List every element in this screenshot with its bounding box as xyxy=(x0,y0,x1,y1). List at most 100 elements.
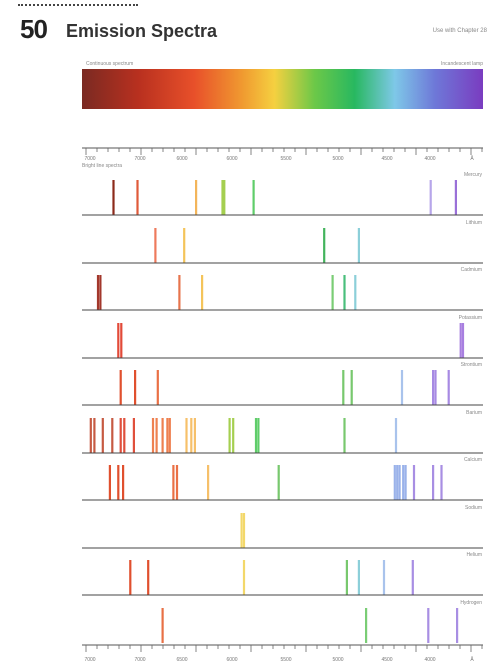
emission-line xyxy=(185,418,188,453)
emission-line xyxy=(122,465,125,500)
emission-line xyxy=(155,418,158,453)
page-title: Emission Spectra xyxy=(66,21,218,41)
emission-line xyxy=(166,418,169,453)
emission-line xyxy=(172,465,175,500)
bottom-scale-tick-label: 4500 xyxy=(381,657,392,663)
emission-line xyxy=(242,560,246,595)
bottom-scale-tick-label: Å xyxy=(470,656,474,663)
emission-line xyxy=(342,370,345,405)
emission-line xyxy=(136,180,139,215)
bottom-scale-tick-label: 5500 xyxy=(280,657,291,663)
emission-line xyxy=(119,418,122,453)
emission-line xyxy=(183,228,186,263)
emission-line xyxy=(331,275,334,310)
emission-line xyxy=(190,418,193,453)
top-scale-tick-label: 7000 xyxy=(84,156,95,162)
continuous-spectrum-band xyxy=(82,69,483,109)
emission-line xyxy=(393,465,396,500)
emission-line xyxy=(400,370,404,405)
emission-line xyxy=(365,608,368,643)
emission-line xyxy=(168,418,171,453)
chapter-note: Use with Chapter 28 xyxy=(432,28,487,34)
emission-line xyxy=(201,275,204,310)
element-name-label: Potassium xyxy=(459,315,482,321)
emission-line xyxy=(207,465,210,500)
spectrum-row-potassium: Potassium xyxy=(82,315,483,359)
continuous-source-label: Incandescent lamp xyxy=(441,61,483,67)
emission-line xyxy=(412,465,416,500)
spectrum-row-barium: Barium xyxy=(82,410,483,454)
emission-line xyxy=(277,465,280,500)
emission-line xyxy=(119,370,122,405)
header-dotted-rule xyxy=(18,4,138,6)
spectrum-row-helium: Helium xyxy=(82,552,483,596)
element-name-label: Cadmium xyxy=(461,267,482,273)
emission-line xyxy=(252,180,255,215)
emission-line xyxy=(178,275,181,310)
emission-line xyxy=(357,560,360,595)
spectrum-row-sodium: Sodium xyxy=(82,505,483,549)
spectrum-row-cadmium: Cadmium xyxy=(82,267,483,311)
spectrum-row-mercury: Mercury xyxy=(82,172,483,216)
bright-line-label: Bright line spectra xyxy=(82,163,123,169)
emission-line xyxy=(117,465,120,500)
emission-line xyxy=(101,418,104,453)
emission-line xyxy=(99,275,102,310)
emission-line xyxy=(440,465,443,500)
bottom-scale-tick-label: 5000 xyxy=(332,657,343,663)
emission-line xyxy=(195,180,198,215)
emission-line xyxy=(123,418,126,453)
element-name-label: Barium xyxy=(466,410,482,416)
element-name-label: Lithium xyxy=(466,220,482,226)
emission-line xyxy=(221,180,224,215)
emission-line xyxy=(232,418,235,453)
emission-line xyxy=(343,418,346,453)
emission-line xyxy=(345,560,348,595)
emission-line xyxy=(151,418,155,453)
emission-line xyxy=(242,513,246,548)
emission-line xyxy=(382,560,386,595)
spectrum-row-strontium: Strontium xyxy=(82,362,483,406)
emission-line xyxy=(394,418,398,453)
emission-line xyxy=(156,370,159,405)
emission-line xyxy=(112,180,115,215)
emission-line xyxy=(434,370,437,405)
continuous-spectrum-label: Continuous spectrum xyxy=(86,61,134,67)
emission-line xyxy=(96,275,100,310)
element-name-label: Calcium xyxy=(464,457,482,463)
emission-line xyxy=(350,370,353,405)
emission-line xyxy=(432,370,435,405)
emission-line xyxy=(120,323,123,358)
bottom-scale-tick-label: 7000 xyxy=(84,657,95,663)
emission-line xyxy=(240,513,243,548)
top-scale-tick-label: Å xyxy=(470,155,474,162)
element-name-label: Sodium xyxy=(465,505,482,511)
bottom-wavelength-scale: 7000 7000 6500 6000 5500 5000 4500 4000 Å xyxy=(82,644,483,663)
emission-line xyxy=(161,418,164,453)
top-scale-tick-label: 4500 xyxy=(381,156,392,162)
spectrum-row-calcium: Calcium xyxy=(82,457,483,501)
top-scale-tick-label: 5000 xyxy=(332,156,343,162)
spectrum-row-hydrogen: Hydrogen xyxy=(161,600,482,643)
emission-line xyxy=(396,465,399,500)
emission-line xyxy=(357,228,360,263)
bottom-scale-tick-label: 4000 xyxy=(424,657,435,663)
spectrum-row-lithium: Lithium xyxy=(82,220,483,264)
top-scale-tick-label: 6000 xyxy=(176,156,187,162)
emission-line xyxy=(117,323,120,358)
emission-line xyxy=(134,370,137,405)
emission-line xyxy=(111,418,114,453)
top-scale-tick-label: 7000 xyxy=(134,156,145,162)
element-name-label: Strontium xyxy=(461,362,482,368)
emission-line xyxy=(456,608,459,643)
emission-line xyxy=(429,180,432,215)
element-name-label: Mercury xyxy=(464,172,483,178)
emission-line xyxy=(154,228,157,263)
emission-line xyxy=(411,560,414,595)
emission-line xyxy=(432,465,435,500)
emission-line xyxy=(461,323,465,358)
emission-line xyxy=(323,228,326,263)
element-name-label: Hydrogen xyxy=(460,600,482,606)
